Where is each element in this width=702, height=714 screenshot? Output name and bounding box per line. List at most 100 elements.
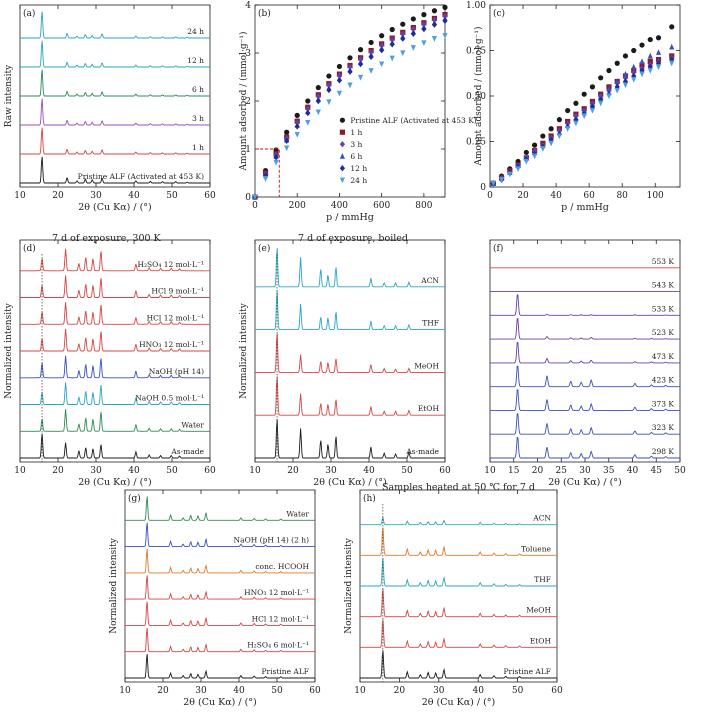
y-axis-label: Amount adsorbed / (mmol·g⁻¹)	[473, 27, 484, 167]
y-axis-label: Normalized intensity	[109, 537, 119, 633]
y-tick-label: 3	[245, 49, 251, 59]
panel-a: (a) 10 20 30 40 50 60 2θ (Cu Kα) / (°) Raw inten…	[4, 4, 216, 213]
series-g-5	[125, 522, 315, 548]
data-point	[647, 58, 653, 65]
series-g-0	[125, 654, 315, 679]
x-tick-label: 50	[271, 686, 283, 696]
x-tick-label: 200	[289, 201, 306, 211]
series-f-6	[490, 294, 680, 316]
series-d-5	[20, 302, 210, 325]
data-point	[631, 63, 637, 70]
data-point	[614, 87, 620, 94]
data-point	[305, 98, 311, 104]
data-point	[389, 26, 395, 33]
x-tick-label: 10	[14, 466, 26, 476]
series-e-0	[255, 419, 445, 459]
data-point	[315, 97, 321, 105]
data-point	[669, 43, 675, 50]
data-point	[490, 180, 496, 187]
data-point	[631, 47, 637, 54]
data-point	[631, 77, 637, 83]
x-tick-label: 20	[532, 466, 544, 476]
data-point	[639, 62, 645, 68]
x-tick-label: 40	[472, 686, 484, 696]
panel-label: (e)	[258, 243, 270, 254]
series-d-0	[20, 433, 210, 459]
y-tick-label: 0	[480, 183, 486, 193]
y-tick-label: 1	[245, 145, 251, 155]
data-point	[400, 21, 406, 27]
y-tick-label: 1.00	[466, 1, 486, 11]
x-tick-label: 20	[52, 191, 64, 201]
series-label: EtOH	[530, 636, 552, 645]
series-e-4	[255, 248, 445, 288]
data-point	[357, 74, 364, 81]
data-point	[655, 35, 662, 41]
panel-label: (c)	[493, 8, 505, 19]
series-label: NaOH 0.5 mol·L⁻¹	[135, 394, 204, 403]
legend-marker	[339, 177, 345, 184]
series-h-5	[360, 516, 557, 526]
y-tick-label: 0.75	[466, 47, 486, 57]
series-g-6	[125, 496, 315, 521]
series-h-3	[360, 558, 557, 587]
data-point	[262, 176, 269, 182]
data-point	[294, 132, 300, 138]
series-label: 533 K	[652, 304, 675, 313]
data-point	[431, 36, 438, 42]
x-tick-label: 30	[433, 686, 445, 696]
series-label: 423 K	[652, 376, 675, 385]
data-point	[410, 30, 416, 37]
x-tick-label: 400	[331, 201, 348, 211]
series-e-1	[255, 376, 445, 416]
data-point	[639, 58, 645, 65]
data-point	[556, 117, 562, 123]
series-f-3	[490, 365, 680, 388]
panel-label: (h)	[363, 493, 376, 504]
panel-c: (c) 0 20 40 60 80 100 p / mmHg Amount adsorbed /…	[466, 1, 681, 213]
x-tick-label: 25	[556, 466, 568, 476]
series-label: EtOH	[418, 404, 440, 413]
x-axis-label: 2θ (Cu Kα) / (°)	[548, 477, 622, 488]
series-label: 12 h	[187, 56, 204, 65]
data-point	[523, 158, 529, 165]
data-point	[614, 60, 620, 66]
data-point	[379, 61, 385, 68]
data-point	[315, 109, 321, 116]
data-point	[589, 100, 596, 106]
series-label: 298 K	[652, 447, 675, 456]
series-label: THF	[534, 575, 551, 584]
data-point	[368, 68, 374, 74]
plot-frame	[254, 239, 446, 463]
panel-f: (f) 10 15 20 25 30 35 40 45 50 2θ (Cu Kα) / (°) 298…	[484, 239, 686, 488]
data-point	[606, 93, 612, 100]
x-tick-label: 100	[647, 191, 664, 201]
panel-label: (b)	[258, 8, 271, 19]
legend-entry: 6 h	[350, 152, 362, 161]
series-g-2	[125, 601, 315, 626]
x-tick-label: 40	[233, 686, 245, 696]
y-axis-label: Raw intensity	[4, 64, 14, 127]
x-tick-label: 20	[287, 466, 299, 476]
x-axis-label: 2θ (Cu Kα) / (°)	[313, 477, 387, 488]
data-point	[379, 33, 385, 39]
x-tick-label: 60	[439, 466, 451, 476]
data-point	[540, 146, 546, 152]
x-tick-label: 600	[373, 201, 390, 211]
legend-entry: 12 h	[350, 164, 367, 173]
x-tick-label: 800	[415, 201, 432, 211]
data-point	[421, 12, 427, 18]
data-point	[357, 47, 364, 53]
data-point	[400, 35, 406, 42]
series-label: As-made	[170, 447, 204, 456]
x-axis-label: p / mmHg	[561, 202, 609, 213]
legend-marker	[339, 129, 345, 135]
x-tick-label: 60	[204, 466, 216, 476]
x-tick-label: 40	[128, 191, 140, 201]
series-label: 543 K	[652, 281, 675, 290]
series-label: 24 h	[187, 27, 204, 36]
data-point	[655, 64, 662, 70]
data-point	[515, 166, 521, 172]
x-tick-label: 20	[157, 686, 169, 696]
data-point	[336, 77, 343, 84]
